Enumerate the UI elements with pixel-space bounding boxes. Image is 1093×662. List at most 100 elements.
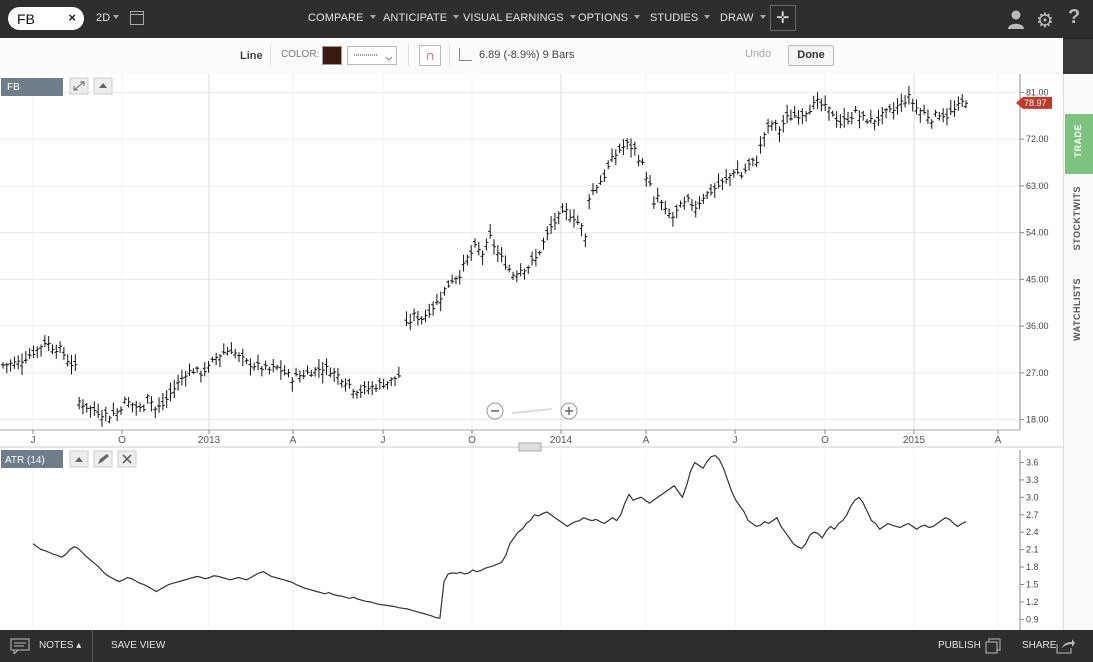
atr-y-tick-label: 1.5 — [1026, 579, 1039, 589]
done-button[interactable]: Done — [788, 45, 834, 66]
atr-y-tick-label: 3.0 — [1026, 492, 1039, 502]
tab-trade[interactable]: TRADE — [1065, 114, 1093, 174]
panel-resize-handle[interactable] — [518, 442, 542, 452]
save-view-button[interactable]: SAVE VIEW — [111, 640, 166, 651]
menu-label: OPTIONS — [578, 12, 629, 24]
measure-readout: 6.89 (-8.9%) 9 Bars — [479, 49, 575, 61]
tab-label: WATCHLISTS — [1072, 278, 1082, 341]
symbol-input[interactable]: FB × — [8, 7, 84, 30]
tab-label: TRADE — [1073, 124, 1083, 158]
atr-y-axis: 0.9 1.2 1.5 1.8 2.1 2.4 2.7 3.0 3.3 3.6 — [1019, 450, 1039, 630]
crosshair-icon: ✛ — [776, 10, 790, 27]
publish-icon[interactable] — [985, 638, 1001, 654]
menu-draw[interactable]: DRAW — [720, 12, 766, 24]
menu-visual-earnings[interactable]: VISUAL EARNINGS — [463, 12, 576, 24]
undo-button[interactable]: Undo — [745, 48, 772, 60]
divider — [270, 44, 271, 66]
pencil-glyph — [98, 454, 109, 464]
chart-svg[interactable]: 18.00 27.00 36.00 45.00 54.00 63.00 72.00 81.00… — [0, 74, 1063, 630]
color-label: COLOR: — [281, 49, 320, 60]
calendar-icon[interactable] — [130, 11, 144, 25]
menu-label: STUDIES — [650, 12, 699, 24]
last-price-tag — [1016, 96, 1052, 109]
symbol-text: FB — [17, 11, 35, 27]
menu-label: COMPARE — [308, 12, 364, 24]
drawing-toolbar: Line COLOR: ∩ 6.89 (-8.9%) 9 Bars Undo D… — [0, 38, 1063, 75]
menu-anticipate[interactable]: ANTICIPATE — [383, 12, 460, 24]
atr-y-tick-label: 3.3 — [1026, 475, 1039, 485]
x-tick-label: 2013 — [198, 435, 221, 446]
chevron-down-icon — [634, 15, 641, 19]
divider — [449, 44, 450, 66]
tab-watchlists[interactable]: WATCHLISTS — [1064, 270, 1093, 350]
y-tick-label: 45.00 — [1026, 274, 1049, 284]
period-select[interactable]: 2D — [96, 12, 120, 24]
share-icon[interactable] — [1056, 638, 1076, 654]
magnet-icon[interactable]: ∩ — [419, 45, 441, 66]
notes-label: NOTES — [39, 640, 74, 651]
chevron-down-icon — [704, 15, 711, 19]
y-tick-label: 63.00 — [1026, 181, 1049, 191]
atr-panel-label: ATR (14) — [5, 455, 45, 466]
x-tick-label: O — [468, 435, 476, 446]
main-panel-label-bg — [1, 78, 63, 96]
chevron-down-icon — [569, 15, 576, 19]
period-label: 2D — [96, 12, 111, 24]
atr-y-tick-label: 0.9 — [1026, 614, 1039, 624]
line-style-select[interactable] — [347, 46, 397, 65]
notes-icon[interactable] — [10, 638, 30, 654]
zoom-control — [486, 402, 578, 420]
atr-y-tick-label: 2.1 — [1026, 545, 1039, 555]
last-price-label: 78.97 — [1024, 98, 1047, 108]
publish-button[interactable]: PUBLISH — [938, 640, 981, 651]
gear-icon[interactable]: ⚙ — [1036, 10, 1054, 32]
user-icon[interactable] — [1007, 9, 1025, 29]
x-tick-label: O — [821, 435, 829, 446]
x-glyph — [122, 454, 132, 464]
atr-y-tick-label: 1.2 — [1026, 597, 1039, 607]
zoom-slider[interactable] — [512, 408, 552, 414]
atr-y-tick-label: 1.8 — [1026, 562, 1039, 572]
x-tick-label: J — [733, 435, 738, 446]
y-tick-label: 18.00 — [1026, 415, 1049, 425]
y-tick-label: 36.00 — [1026, 321, 1049, 331]
chevron-down-icon — [113, 15, 120, 19]
arrow-up-glyph — [75, 457, 83, 462]
price-y-axis: 18.00 27.00 36.00 45.00 54.00 63.00 72.00 81.00 — [1019, 74, 1049, 430]
atr-y-tick-label: 2.7 — [1026, 510, 1039, 520]
chevron-down-icon — [369, 15, 376, 19]
time-x-axis: J O 2013 A J O 2014 A J O 2015 A — [0, 429, 1020, 446]
crosshair-button[interactable]: ✛ — [770, 5, 796, 31]
clear-icon[interactable]: × — [68, 10, 76, 25]
divider — [92, 630, 93, 662]
x-tick-label: A — [995, 435, 1002, 446]
help-icon[interactable]: ? — [1068, 6, 1081, 28]
x-tick-label: A — [290, 435, 297, 446]
tab-stocktwits[interactable]: STOCKTWITS — [1064, 182, 1093, 262]
top-toolbar: FB × 2D COMPARE ANTICIPATE VISUAL EARNIN… — [0, 0, 1093, 39]
expand-glyph — [73, 81, 85, 91]
atr-panel-label-bg — [1, 450, 63, 468]
y-tick-label: 81.00 — [1026, 87, 1049, 97]
side-tabs: TRADE STOCKTWITS WATCHLISTS — [1063, 74, 1093, 630]
atr-line — [32, 454, 967, 619]
chart-area[interactable]: 18.00 27.00 36.00 45.00 54.00 63.00 72.00 81.00… — [0, 74, 1063, 630]
main-panel-label: FB — [7, 82, 20, 93]
menu-studies[interactable]: STUDIES — [650, 12, 711, 24]
chevron-down-icon — [453, 15, 460, 19]
color-swatch[interactable] — [322, 46, 342, 65]
menu-compare[interactable]: COMPARE — [308, 12, 376, 24]
menu-label: ANTICIPATE — [383, 12, 448, 24]
atr-y-tick-label: 2.4 — [1026, 527, 1039, 537]
main-grid — [0, 74, 1020, 430]
notes-button[interactable]: NOTES ▴ — [39, 640, 82, 651]
divider — [408, 44, 409, 66]
x-tick-label: J — [31, 435, 36, 446]
measure-icon — [459, 48, 472, 61]
bottom-toolbar: NOTES ▴ SAVE VIEW PUBLISH SHARE — [0, 630, 1093, 662]
x-tick-label: 2014 — [550, 435, 573, 446]
menu-label: DRAW — [720, 12, 754, 24]
y-tick-label: 27.00 — [1026, 368, 1049, 378]
menu-options[interactable]: OPTIONS — [578, 12, 641, 24]
share-button[interactable]: SHARE — [1022, 640, 1057, 651]
